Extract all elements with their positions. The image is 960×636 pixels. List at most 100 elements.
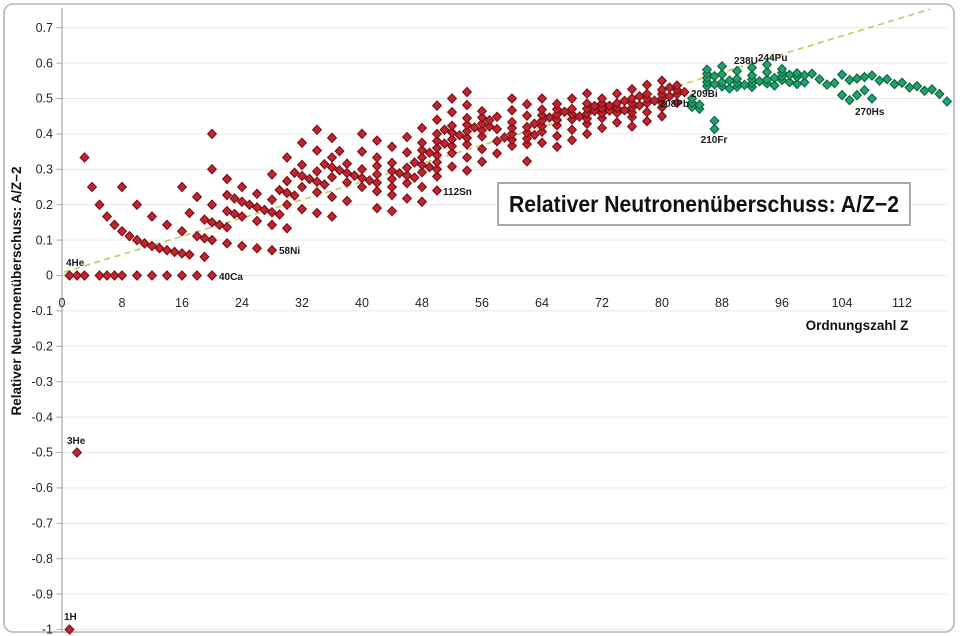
data-point-diamond [619,95,630,107]
y-tick-labels: 0.7 0.6 0.5 0.4 0.3 0.2 0.1 0 -0.1 -0.2 -0.3 -0.4 -0… [31,21,53,636]
data-point-diamond [506,93,518,104]
data-point-diamond [176,270,188,281]
data-point-diamond [311,145,323,156]
data-point-diamond [859,84,870,96]
data-point-diamond [341,158,353,170]
data-point-diamond [506,104,518,116]
data-point-diamond [416,181,428,193]
data-point-diamond [334,164,345,176]
data-point-diamond [401,170,413,181]
data-point-diamond [761,59,773,70]
data-point-diamond [431,171,443,182]
y-axis-title: Relativer Neutronenüberschuss: A/Z−2 [9,167,24,416]
x-tick-label: 56 [475,296,489,310]
data-point-diamond [611,97,623,109]
data-point-diamond [446,140,458,152]
data-point-diamond [341,167,353,179]
y-tick-label: -0.7 [31,517,53,531]
data-point-diamond [506,128,518,140]
data-point-diamond [611,117,623,128]
data-point-diamond [326,152,338,163]
data-point-diamond [251,188,263,200]
data-point-diamond [664,90,675,102]
annotation-label: 40Ca [219,272,243,283]
data-point-diamond [199,214,210,225]
data-point-diamond [536,109,548,121]
data-point-diamond [431,156,443,168]
annotation-label: 112Sn [443,187,472,198]
data-point-diamond [461,125,473,137]
data-point-diamond [694,99,705,111]
data-point-diamond [94,270,105,281]
data-point-diamond [116,270,128,281]
data-point-diamond [371,160,383,172]
data-point-diamond [896,77,908,89]
data-point-diamond [529,129,540,141]
data-point-diamond [431,142,443,154]
x-tick-label: 112 [892,296,912,310]
data-point-diamond [356,172,368,184]
x-axis-title: Ordnungszahl Z [806,318,909,333]
series-stable-isotopes [64,75,690,635]
data-point-diamond [386,165,398,177]
data-point-diamond [311,166,323,177]
data-point-diamond [401,177,413,189]
data-point-diamond [161,270,173,281]
x-tick-label: 40 [355,296,369,310]
data-point-diamond [274,184,285,196]
data-point-diamond [386,189,398,201]
data-point-diamond [716,60,728,72]
data-point-diamond [536,126,548,138]
data-point-diamond [611,88,623,100]
data-point-diamond [619,104,630,116]
data-point-diamond [146,270,158,281]
data-point-diamond [829,77,840,89]
data-point-diamond [671,80,683,91]
data-point-diamond [236,240,248,252]
data-point-diamond [236,211,248,222]
data-point-diamond [866,93,878,104]
data-point-diamond [559,106,570,118]
data-point-diamond [416,144,428,156]
data-point-diamond [469,122,480,133]
x-tick-label: 88 [715,296,729,310]
data-point-diamond [116,225,128,237]
data-point-diamond [491,123,503,135]
data-point-diamond [941,96,953,107]
data-point-diamond [371,185,383,197]
y-tick-label: 0.5 [36,92,53,106]
data-point-diamond [656,110,668,122]
x-tick-label: 32 [295,296,309,310]
x-tick-label: 8 [119,296,126,310]
data-point-diamond [461,152,473,163]
data-point-diamond [461,139,473,150]
x-tick-label: 0 [59,296,66,310]
x-tick-labels: 0 8 16 24 32 40 48 56 64 72 80 88 96 104 112 [59,296,912,310]
data-point-diamond [304,173,315,185]
data-point-diamond [431,149,443,161]
data-point-diamond [229,208,240,220]
data-point-diamond [371,168,383,180]
data-point-diamond [161,244,173,256]
data-point-diamond [214,219,225,231]
data-point-diamond [499,132,510,143]
data-point-diamond [266,206,278,218]
chart-frame [3,3,955,633]
data-point-diamond [551,141,563,153]
data-point-diamond [536,104,548,115]
title-box-border [497,182,911,226]
data-point-diamond [634,100,645,111]
data-point-diamond [431,114,443,126]
data-point-diamond [536,115,548,126]
data-point-diamond [221,189,233,201]
data-point-diamond [844,94,855,106]
x-tick-label: 80 [655,296,669,310]
data-point-diamond [311,207,323,219]
y-tick-label: -0.6 [31,481,53,495]
data-point-diamond [926,83,938,95]
data-point-diamond [626,83,638,95]
data-point-diamond [64,270,75,281]
data-point-diamond [656,84,668,96]
y-tick-label: -0.9 [31,587,53,601]
